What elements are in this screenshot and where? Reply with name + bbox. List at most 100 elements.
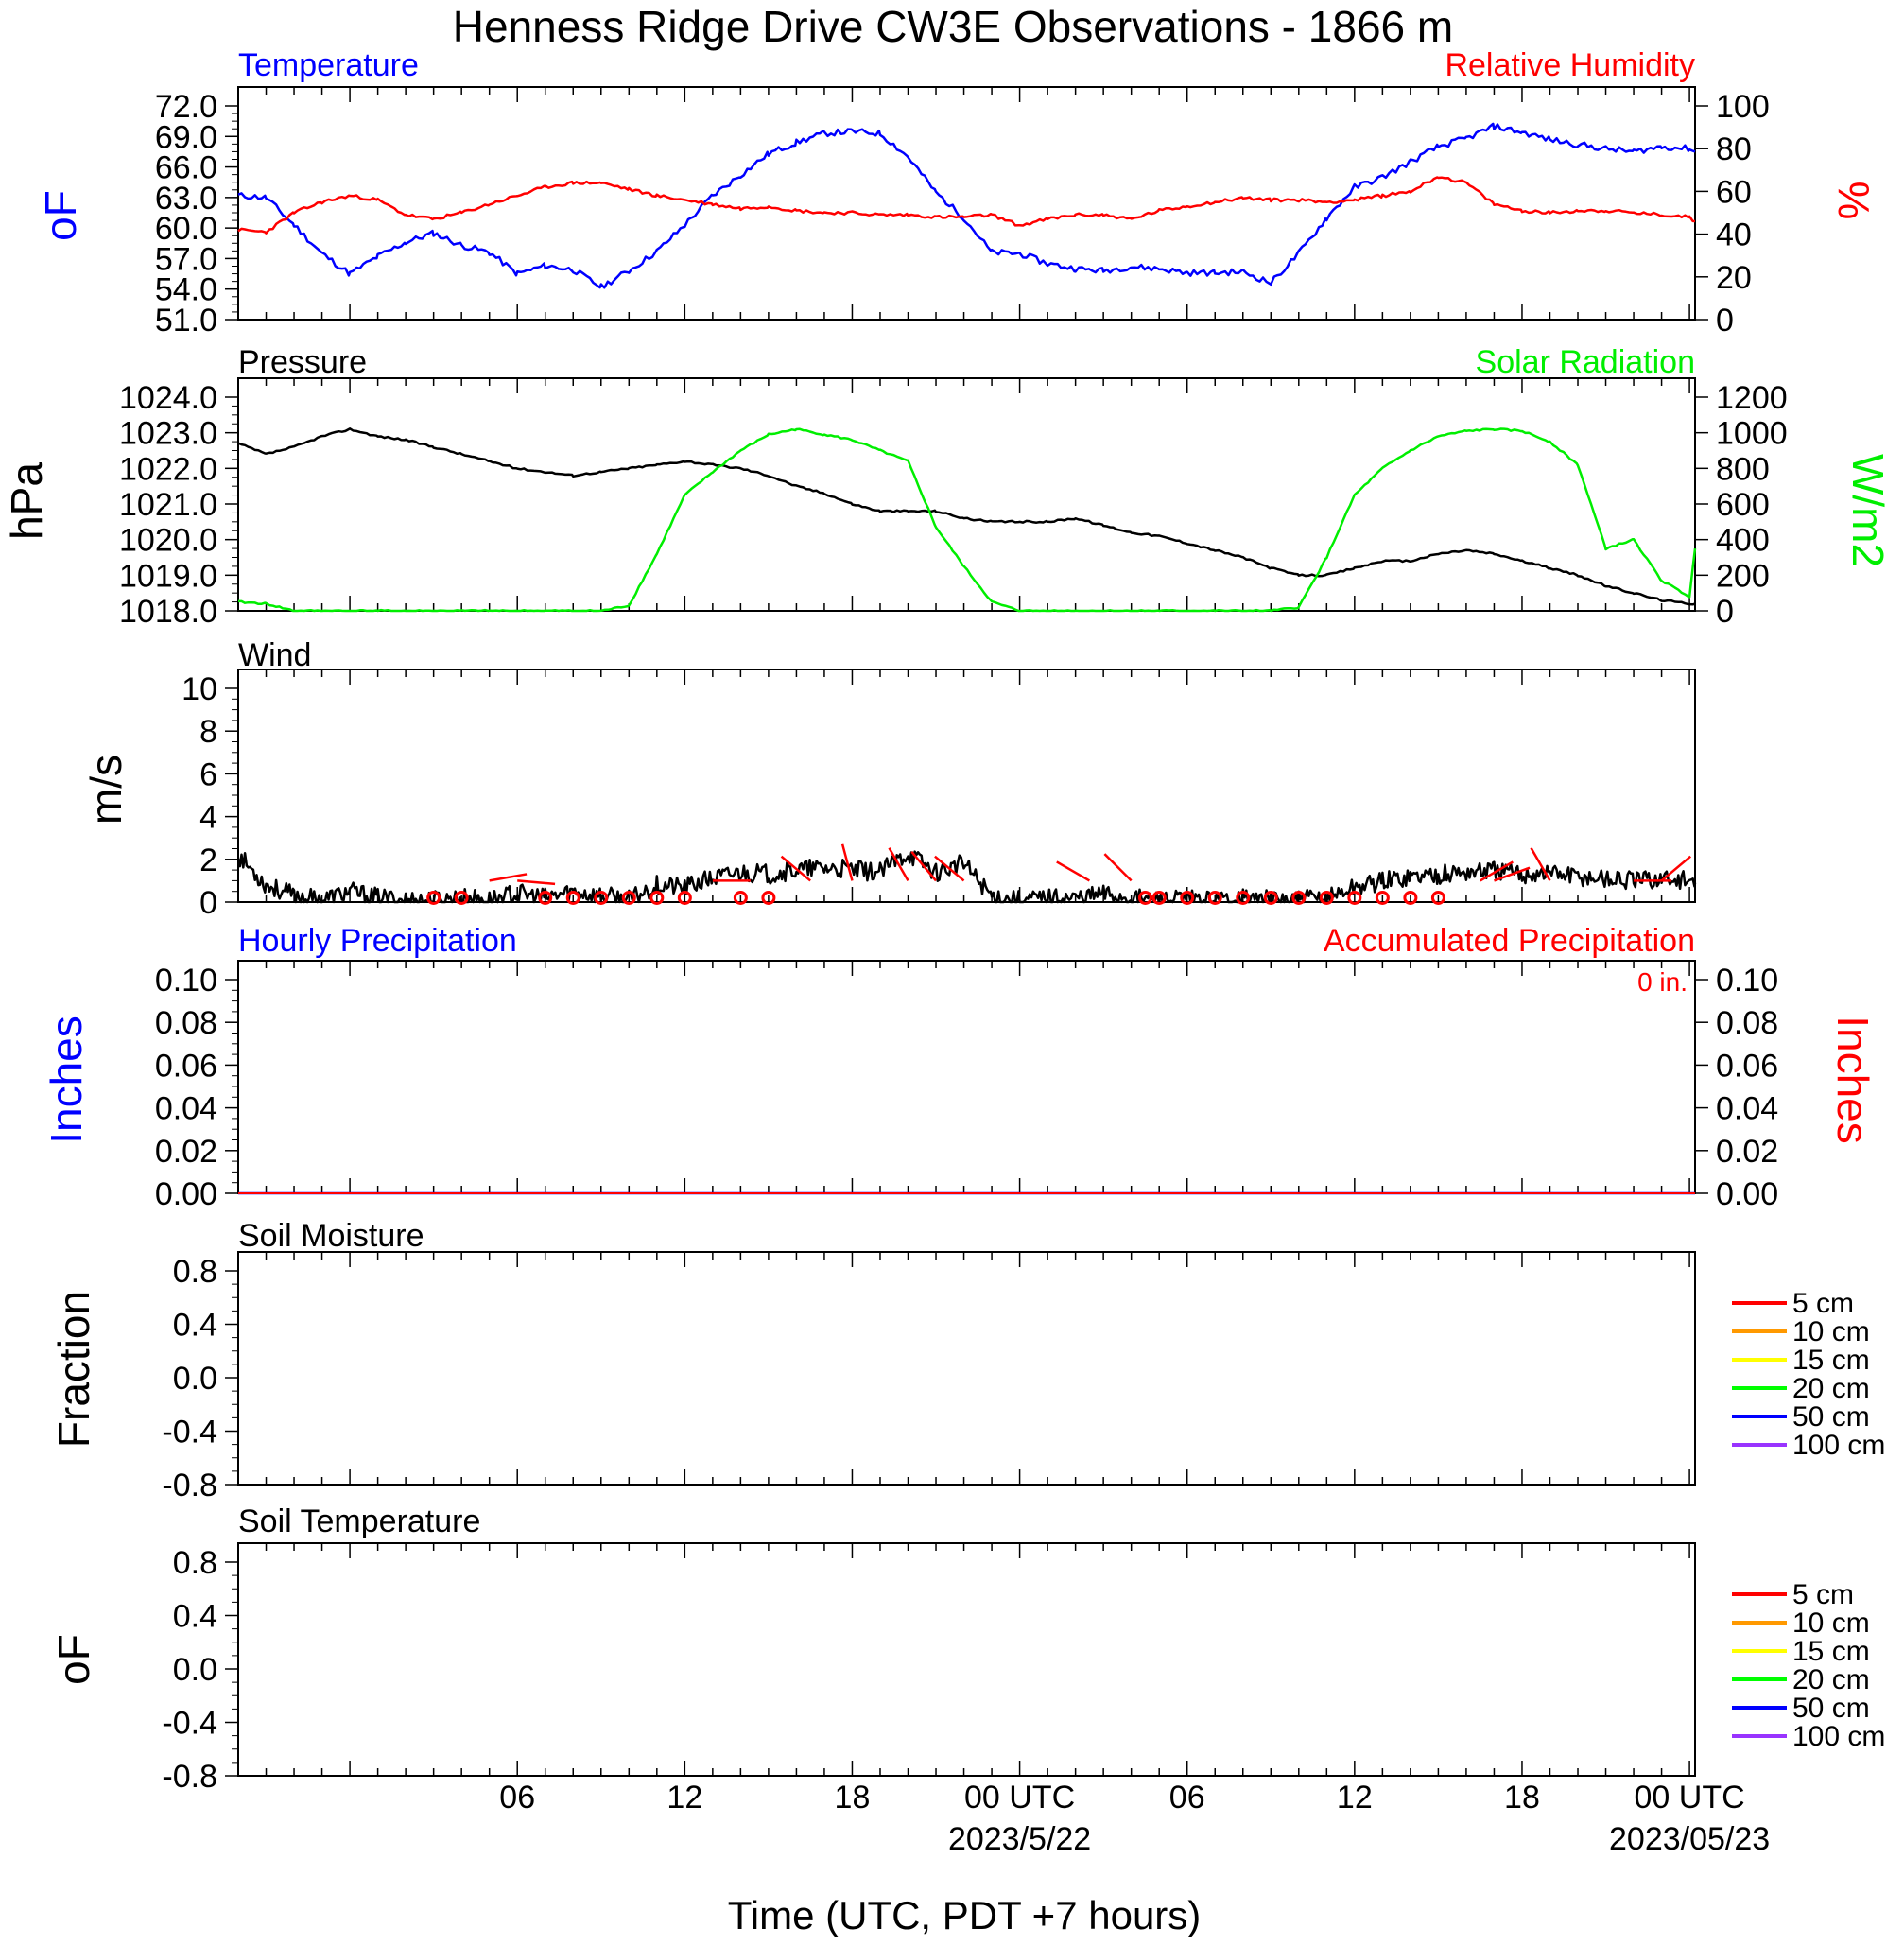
pressure-line	[237, 427, 1696, 606]
legend-label: 100 cm	[1792, 1430, 1885, 1461]
soil-temp-left-tick-label: 0.8	[173, 1545, 217, 1581]
wind-calm-marker	[1207, 890, 1222, 905]
wind-left-unit-text: m/s	[81, 755, 130, 825]
pressure-left-tick-label: 1018.0	[119, 594, 217, 630]
soil-moisture-left-unit-text: Fraction	[49, 1291, 98, 1448]
wind-barb	[517, 879, 556, 886]
legend-label: 50 cm	[1792, 1401, 1870, 1433]
solar-radiation-title: Solar Radiation	[1476, 344, 1695, 380]
pressure-left-unit-text: hPa	[2, 462, 51, 540]
wind-left-tick-label: 0	[199, 885, 217, 921]
wind-left-tick-label: 4	[199, 800, 217, 836]
soil-moisture-left-tick-label: -0.8	[162, 1468, 217, 1503]
temp-left-unit-text: oF	[36, 190, 85, 241]
wind-calm-marker	[1403, 890, 1418, 905]
temp-left-tick-label: 54.0	[155, 272, 217, 308]
wind-barb	[888, 847, 909, 882]
precip-left-unit: Inches	[42, 1016, 91, 1144]
solar-right-tick-label: 1200	[1716, 380, 1788, 416]
pressure-panel-frame	[237, 377, 1696, 612]
soil-moisture-left-tick-label: -0.4	[162, 1415, 217, 1451]
soil-temp-left-tick-label: 0.0	[173, 1652, 217, 1688]
legend-label: 100 cm	[1792, 1721, 1885, 1752]
moist-panel-frame	[237, 1251, 1696, 1486]
pressure-left-tick-label: 1020.0	[119, 523, 217, 559]
stemp-panel-frame	[237, 1542, 1696, 1777]
temperature-title: Temperature	[238, 47, 419, 83]
accum-precip-value: 0 in.	[1637, 967, 1688, 997]
wind-calm-marker	[594, 890, 609, 905]
temp-left-unit: oF	[36, 190, 85, 241]
solar-right-tick-label: 600	[1716, 487, 1770, 523]
soil-moisture-title: Soil Moisture	[238, 1218, 424, 1254]
data-lines	[236, 122, 1697, 1195]
rh-right-tick-label: 80	[1716, 131, 1752, 167]
rh-right-tick-label: 60	[1716, 174, 1752, 210]
wind-calm-marker	[1291, 890, 1307, 905]
legend-label: 5 cm	[1792, 1288, 1854, 1319]
wind-title: Wind	[238, 637, 311, 673]
wind-calm-marker	[426, 890, 441, 905]
soil-moisture-left-tick-label: 0.4	[173, 1308, 217, 1344]
solar-right-unit: W/m2	[1843, 454, 1893, 567]
precip-right-tick-label: 0.02	[1716, 1134, 1778, 1170]
legend-label: 5 cm	[1792, 1579, 1854, 1610]
wind-calm-marker	[1375, 890, 1390, 905]
soil-temp-left-unit: oF	[49, 1634, 98, 1685]
x-tick-label: 12	[666, 1780, 702, 1816]
precip-left-tick-label: 0.00	[155, 1176, 217, 1212]
temp-left-tick-label: 69.0	[155, 119, 217, 155]
rh-right-unit-text: %	[1829, 182, 1878, 220]
wind-left-tick-label: 6	[199, 756, 217, 792]
temp-left-tick-label: 57.0	[155, 241, 217, 277]
x-axis-label: Time (UTC, PDT +7 hours)	[728, 1893, 1202, 1937]
wind-barb	[780, 855, 811, 882]
rh-right-tick-label: 20	[1716, 260, 1752, 296]
rh-right-tick-label: 100	[1716, 89, 1770, 125]
solar-right-tick-label: 200	[1716, 558, 1770, 594]
wind-barb	[489, 873, 528, 882]
solar-right-tick-label: 0	[1716, 594, 1734, 630]
pressure-left-tick-label: 1019.0	[119, 558, 217, 594]
wind-calm-marker	[649, 890, 665, 905]
temp-left-tick-label: 60.0	[155, 211, 217, 247]
precip-left-unit-text: Inches	[42, 1016, 91, 1144]
x-tick-label: 00 UTC	[964, 1780, 1075, 1816]
accum-precip-title: Accumulated Precipitation	[1324, 923, 1695, 959]
wind-barb	[840, 843, 854, 881]
legend-label: 20 cm	[1792, 1664, 1870, 1695]
wind-calm-marker	[733, 890, 748, 905]
precip-left-tick-label: 0.10	[155, 963, 217, 999]
soil-temp-left-unit-text: oF	[49, 1634, 98, 1685]
soil-moisture-left-tick-label: 0.0	[173, 1361, 217, 1397]
legend-label: 20 cm	[1792, 1373, 1870, 1404]
relative-humidity-line	[237, 176, 1696, 235]
legend-label: 10 cm	[1792, 1316, 1870, 1347]
x-axis: 06 12 18 00 UTC 2023/5/22 06 12 18 00 UTC 2023/05…	[499, 1780, 1770, 1857]
wind-left-tick-label: 10	[182, 671, 217, 707]
rh-right-unit: %	[1829, 182, 1878, 220]
precip-left-tick-label: 0.04	[155, 1091, 217, 1127]
solar-right-tick-label: 800	[1716, 451, 1770, 487]
x-tick-label: 18	[1504, 1780, 1540, 1816]
hourly-precip-title: Hourly Precipitation	[238, 923, 517, 959]
soil-moisture-left-tick-label: 0.8	[173, 1254, 217, 1290]
wind-calm-marker	[1236, 890, 1251, 905]
wind-barb	[1494, 866, 1531, 882]
x-tick-label: 18	[835, 1780, 871, 1816]
wind-barb	[934, 855, 965, 882]
x-tick-date: 2023/5/22	[948, 1821, 1091, 1857]
soil-temp-left-tick-label: 0.4	[173, 1599, 217, 1635]
wind-calm-marker	[677, 890, 692, 905]
wind-speed-line	[236, 850, 1697, 904]
wind-calm-marker	[454, 890, 469, 905]
x-tick-label: 06	[1169, 1780, 1205, 1816]
precip-right-tick-label: 0.04	[1716, 1091, 1778, 1127]
wind-calm-marker	[1430, 890, 1445, 905]
relative-humidity-title: Relative Humidity	[1445, 47, 1695, 83]
temp-left-tick-label: 72.0	[155, 89, 217, 125]
rh-right-tick-label: 0	[1716, 303, 1734, 339]
